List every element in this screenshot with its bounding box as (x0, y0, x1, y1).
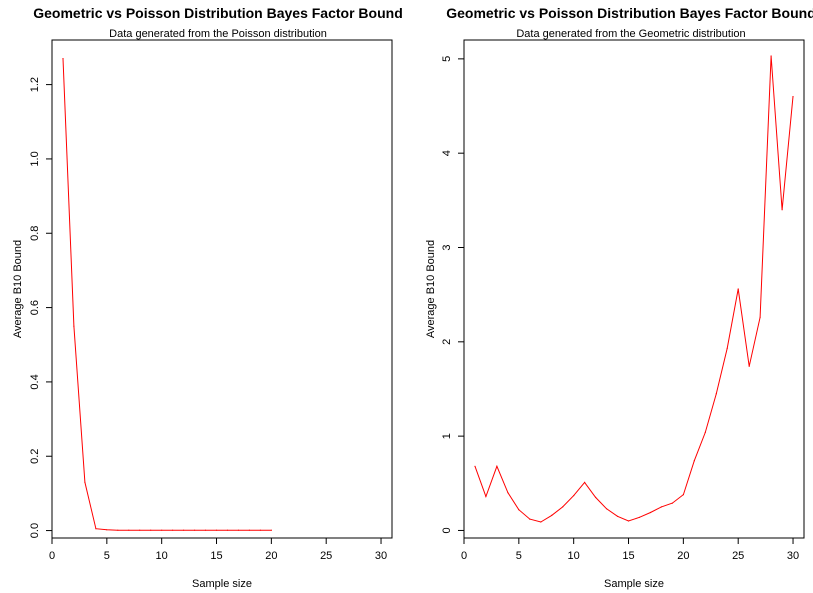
data-point (139, 529, 141, 531)
data-point (573, 495, 575, 497)
x-tick-label: 10 (156, 550, 168, 562)
chart-panel-geometric: Geometric vs Poisson Distribution Bayes … (407, 0, 813, 593)
chart-svg-geometric: Geometric vs Poisson Distribution Bayes … (425, 5, 813, 590)
chart-title: Geometric vs Poisson Distribution Bayes … (446, 5, 813, 21)
x-axis: 0 5 10 15 20 25 30 (49, 538, 387, 562)
data-point (671, 502, 673, 504)
data-point (507, 492, 509, 494)
data-point (638, 516, 641, 518)
plot-frame (51, 39, 393, 539)
y-tick-label: 0.0 (29, 523, 41, 538)
y-tick-label: 5 (441, 56, 453, 62)
chart-subtitle: Data generated from the Poisson distribu… (109, 28, 327, 40)
y-tick-label: 3 (441, 244, 453, 250)
data-point (737, 288, 739, 290)
y-tick-label: 0.4 (29, 374, 41, 389)
data-point (215, 529, 218, 531)
data-point (529, 518, 531, 520)
data-point (759, 316, 761, 318)
chart-panel-poisson: Geometric vs Poisson Distribution Bayes … (12, 5, 403, 590)
data-point (660, 506, 662, 508)
data-point (792, 96, 794, 98)
data-point (770, 55, 772, 57)
data-point (726, 347, 728, 349)
x-axis-label: Sample size (604, 578, 664, 590)
x-tick-label: 0 (49, 550, 55, 562)
data-point (485, 495, 487, 498)
series-line (474, 55, 794, 523)
data-point (237, 529, 240, 531)
data-point (562, 506, 564, 508)
y-tick-label: 0 (441, 527, 453, 533)
y-tick-label: 1.0 (29, 151, 41, 166)
data-point (183, 529, 185, 531)
x-tick-label: 20 (677, 550, 689, 562)
x-tick-label: 10 (568, 550, 580, 562)
data-point (259, 529, 261, 531)
x-tick-label: 30 (375, 550, 387, 562)
data-point (84, 481, 86, 483)
x-tick-label: 15 (210, 550, 222, 562)
y-tick-label: 1 (441, 433, 453, 439)
y-axis-label: Average B10 Bound (12, 240, 24, 338)
x-tick-label: 20 (265, 550, 277, 562)
x-tick-label: 5 (104, 550, 110, 562)
data-point (226, 529, 229, 531)
data-point (540, 521, 542, 523)
x-axis-label: Sample size (192, 578, 252, 590)
data-point (117, 529, 119, 531)
data-point (248, 529, 250, 531)
data-point (551, 514, 553, 517)
x-tick-label: 15 (622, 550, 634, 562)
data-point (693, 460, 695, 462)
data-point (194, 529, 196, 531)
data-point (682, 494, 684, 496)
data-point (781, 209, 783, 211)
y-tick-label: 1.2 (29, 77, 41, 92)
data-point (649, 511, 652, 514)
y-tick-label: 2 (441, 339, 453, 345)
x-tick-label: 25 (320, 550, 332, 562)
data-point (616, 515, 619, 517)
x-tick-label: 5 (516, 550, 522, 562)
chart-svg-poisson: Geometric vs Poisson Distribution Bayes … (12, 5, 403, 590)
data-point (748, 365, 750, 367)
data-point (62, 58, 64, 60)
data-point (627, 520, 630, 522)
data-point (95, 528, 97, 530)
data-point (474, 465, 476, 467)
data-point (715, 393, 717, 395)
x-axis: 0 5 10 15 20 25 30 (461, 538, 799, 562)
chart-subtitle: Data generated from the Geometric distri… (516, 28, 745, 40)
y-tick-label: 0.2 (29, 449, 41, 464)
data-point (518, 509, 520, 511)
y-axis: 0.0 0.2 0.4 0.6 0.8 1.0 1.2 (29, 77, 52, 538)
y-axis: 0 1 2 3 4 5 (441, 56, 464, 534)
data-point (106, 529, 108, 531)
data-point (172, 529, 174, 531)
x-tick-label: 0 (461, 550, 467, 562)
series-line (62, 58, 272, 531)
y-tick-label: 4 (441, 150, 453, 156)
data-point (73, 325, 75, 327)
data-point (584, 481, 586, 483)
data-point (204, 529, 207, 531)
data-point (150, 529, 152, 531)
y-axis-label: Average B10 Bound (425, 240, 437, 338)
plot-frame (463, 39, 805, 539)
x-tick-label: 30 (787, 550, 799, 562)
x-tick-label: 25 (732, 550, 744, 562)
data-point (161, 529, 163, 531)
series-layer (474, 55, 794, 523)
data-point (270, 529, 272, 531)
y-tick-label: 0.6 (29, 300, 41, 315)
series-layer (62, 58, 272, 531)
data-point (704, 431, 706, 433)
data-point (595, 496, 597, 498)
y-tick-label: 0.8 (29, 226, 41, 241)
data-point (606, 508, 608, 510)
data-point (496, 465, 498, 467)
data-point (128, 529, 130, 531)
chart-title: Geometric vs Poisson Distribution Bayes … (33, 5, 403, 21)
